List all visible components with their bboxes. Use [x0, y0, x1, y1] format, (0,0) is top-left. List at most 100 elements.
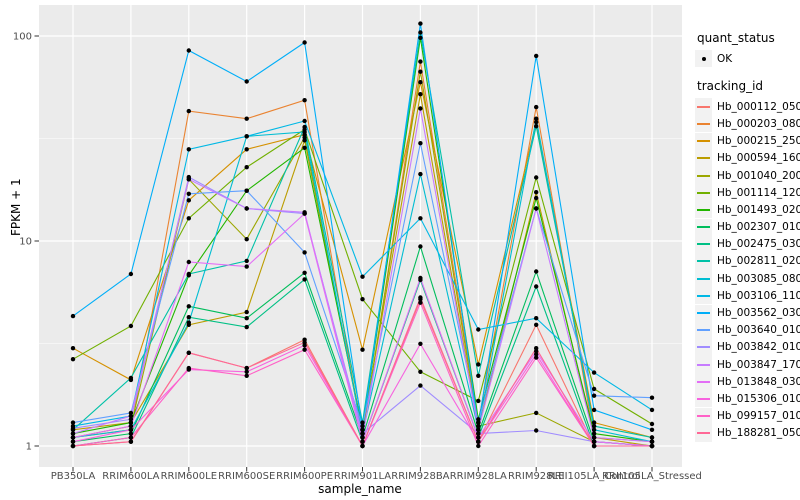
legend-swatch-line-icon — [697, 191, 710, 194]
x-tick-label: RRIM600SE — [218, 471, 275, 482]
legend-entry-label: Hb_000215_250 — [717, 135, 800, 148]
legend-label-ok: OK — [717, 52, 733, 65]
data-point — [244, 206, 249, 211]
data-point — [128, 427, 134, 432]
legend-key-box — [695, 50, 712, 68]
x-tick-label: RRIM928LE — [508, 471, 564, 482]
data-point — [649, 421, 655, 427]
legend-swatch-box — [695, 184, 712, 202]
data-point — [591, 386, 597, 392]
data-point — [128, 423, 134, 429]
data-point — [244, 309, 249, 315]
data-point — [302, 40, 307, 45]
data-point — [534, 104, 539, 110]
data-point — [534, 175, 539, 180]
legend-entry: Hb_002475_030 — [695, 235, 800, 253]
legend-entry-label: Hb_000594_160 — [717, 152, 800, 165]
y-tick-label: 100 — [13, 32, 32, 43]
legend-swatch-box — [695, 356, 712, 374]
data-point — [476, 373, 481, 378]
x-tick-label: RRII105LA_Control — [548, 471, 641, 482]
legend-swatch-line-icon — [697, 294, 710, 297]
legend-swatch-box — [695, 390, 712, 408]
data-point — [186, 147, 191, 152]
data-point — [302, 124, 307, 130]
data-point — [70, 313, 76, 319]
data-point — [186, 320, 191, 325]
legend-swatch-box — [695, 373, 712, 391]
legend-entry: Hb_001040_200 — [695, 167, 800, 185]
data-point — [591, 443, 597, 449]
data-point — [302, 145, 307, 150]
legend-entry: Hb_003106_110 — [695, 287, 800, 305]
data-point — [418, 369, 423, 374]
data-point — [591, 423, 597, 429]
data-point — [186, 191, 191, 196]
data-point — [476, 420, 481, 425]
data-point — [128, 439, 134, 444]
data-point — [476, 327, 481, 332]
data-point — [591, 420, 597, 425]
x-tick-label: RRIM928LA — [450, 471, 507, 482]
data-point — [534, 119, 539, 125]
x-tick-label: PB350LA — [51, 471, 96, 482]
data-point — [70, 426, 76, 431]
data-point — [360, 435, 365, 440]
data-point — [476, 398, 481, 404]
legend-entry-label: Hb_003842_010 — [717, 341, 800, 354]
legend-title-quant-status: quant_status — [697, 31, 775, 45]
data-point — [418, 300, 423, 305]
legend-swatch-box — [695, 98, 712, 116]
legend-swatch-box — [695, 201, 712, 219]
legend-swatch-box — [695, 287, 712, 305]
legend-swatch-box — [695, 149, 712, 167]
data-point — [476, 431, 481, 436]
data-point — [360, 297, 365, 302]
data-point — [186, 177, 191, 182]
data-point — [186, 350, 191, 355]
data-point — [244, 316, 249, 321]
legend-title-tracking-id: tracking_id — [697, 79, 764, 94]
x-axis-title: sample_name — [318, 482, 402, 496]
data-point — [70, 443, 76, 449]
data-point — [591, 431, 597, 436]
legend-entry: Hb_003640_010 — [695, 321, 800, 339]
data-point — [591, 439, 597, 444]
legend-entry-label: Hb_013848_030 — [717, 375, 800, 388]
data-point — [534, 124, 539, 129]
ok-point-icon — [701, 56, 706, 61]
data-point — [534, 316, 539, 321]
data-point — [244, 188, 249, 193]
legend-swatch-box — [695, 218, 712, 236]
data-point — [70, 346, 76, 351]
data-point — [360, 443, 365, 449]
legend-entry-label: Hb_003562_030 — [717, 307, 800, 320]
data-point — [418, 59, 423, 64]
legend-key-ok: OK — [695, 50, 799, 68]
data-point — [128, 413, 134, 419]
legend-entry: Hb_002307_010 — [695, 218, 800, 236]
legend-swatch-line-icon — [697, 157, 710, 160]
legend-entry-label: Hb_002811_020 — [717, 255, 800, 268]
data-point — [244, 79, 249, 84]
data-point — [128, 417, 134, 422]
data-point — [476, 362, 481, 367]
data-point — [128, 420, 134, 425]
data-point — [418, 341, 423, 346]
legend-entry-label: Hb_002307_010 — [717, 221, 800, 234]
data-point — [302, 135, 307, 140]
data-point — [128, 375, 134, 381]
legend-entry-label: Hb_015306_010 — [717, 392, 800, 405]
legend-entry-label: Hb_002475_030 — [717, 238, 800, 251]
data-point — [476, 417, 481, 422]
legend-swatch-line-icon — [697, 346, 710, 349]
legend-entry: Hb_188281_050 — [695, 424, 800, 442]
legend-entry: Hb_003847_170 — [695, 356, 800, 374]
data-point — [591, 393, 597, 398]
data-point — [186, 259, 191, 265]
data-point — [302, 250, 307, 255]
x-tick-label: RRIM901LA — [334, 471, 391, 482]
legend-entry: Hb_002811_020 — [695, 252, 800, 270]
legend-swatch-line-icon — [697, 277, 710, 280]
